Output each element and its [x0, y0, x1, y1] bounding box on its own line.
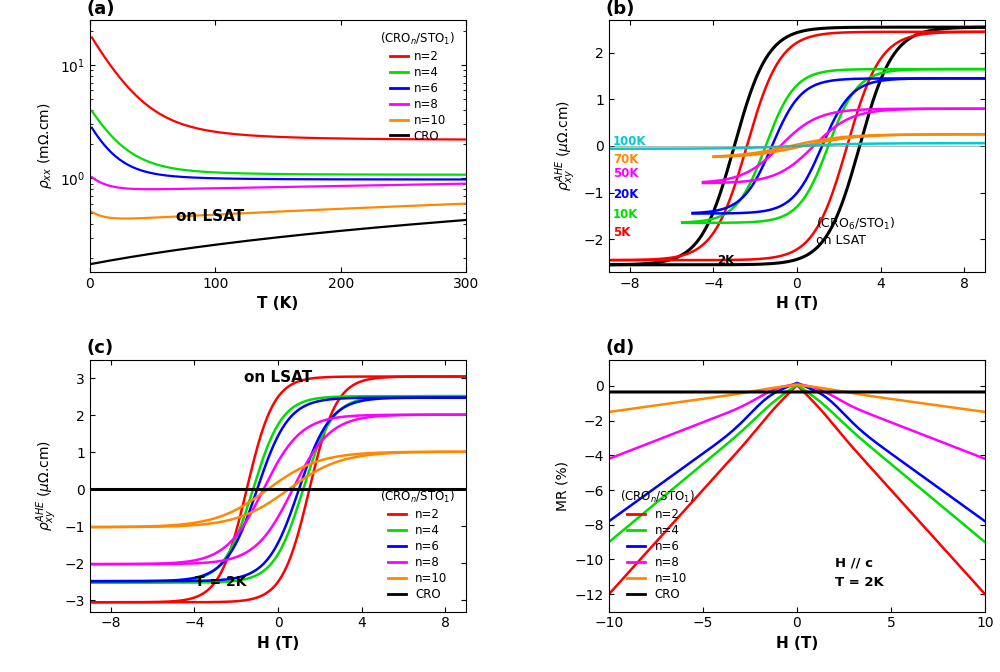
X-axis label: H (T): H (T)	[257, 636, 299, 651]
Text: (d): (d)	[605, 339, 634, 358]
Text: 70K: 70K	[613, 153, 639, 165]
Text: T = 2K: T = 2K	[195, 575, 247, 589]
X-axis label: T (K): T (K)	[257, 296, 299, 311]
Y-axis label: $\rho_{xx}$ (m$\Omega$.cm): $\rho_{xx}$ (m$\Omega$.cm)	[36, 103, 54, 190]
Legend: n=2, n=4, n=6, n=8, n=10, CRO: n=2, n=4, n=6, n=8, n=10, CRO	[615, 485, 699, 605]
Text: 100K: 100K	[613, 135, 647, 148]
X-axis label: H (T): H (T)	[776, 636, 818, 651]
Text: 10K: 10K	[613, 208, 639, 222]
Text: (c): (c)	[86, 339, 113, 358]
Text: on LSAT: on LSAT	[176, 210, 244, 224]
Text: (a): (a)	[86, 0, 115, 17]
Text: 5K: 5K	[613, 226, 631, 239]
Legend: n=2, n=4, n=6, n=8, n=10, CRO: n=2, n=4, n=6, n=8, n=10, CRO	[376, 485, 460, 605]
Text: (b): (b)	[605, 0, 635, 17]
Text: 20K: 20K	[613, 188, 639, 202]
Y-axis label: $\rho_{xy}^{AHE}$ ($\mu\Omega$.cm): $\rho_{xy}^{AHE}$ ($\mu\Omega$.cm)	[554, 101, 578, 192]
Text: 2K: 2K	[718, 253, 735, 267]
Text: (CRO$_6$/STO$_1$)
on LSAT: (CRO$_6$/STO$_1$) on LSAT	[816, 216, 895, 247]
Text: H // c: H // c	[835, 556, 873, 569]
Y-axis label: $\rho_{xy}^{AHE}$ ($\mu\Omega$.cm): $\rho_{xy}^{AHE}$ ($\mu\Omega$.cm)	[35, 440, 59, 531]
Text: on LSAT: on LSAT	[244, 370, 312, 385]
X-axis label: H (T): H (T)	[776, 296, 818, 311]
Text: T = 2K: T = 2K	[835, 577, 883, 589]
Legend: n=2, n=4, n=6, n=8, n=10, CRO: n=2, n=4, n=6, n=8, n=10, CRO	[376, 26, 460, 147]
Y-axis label: MR (%): MR (%)	[555, 461, 569, 511]
Text: 50K: 50K	[613, 167, 639, 181]
